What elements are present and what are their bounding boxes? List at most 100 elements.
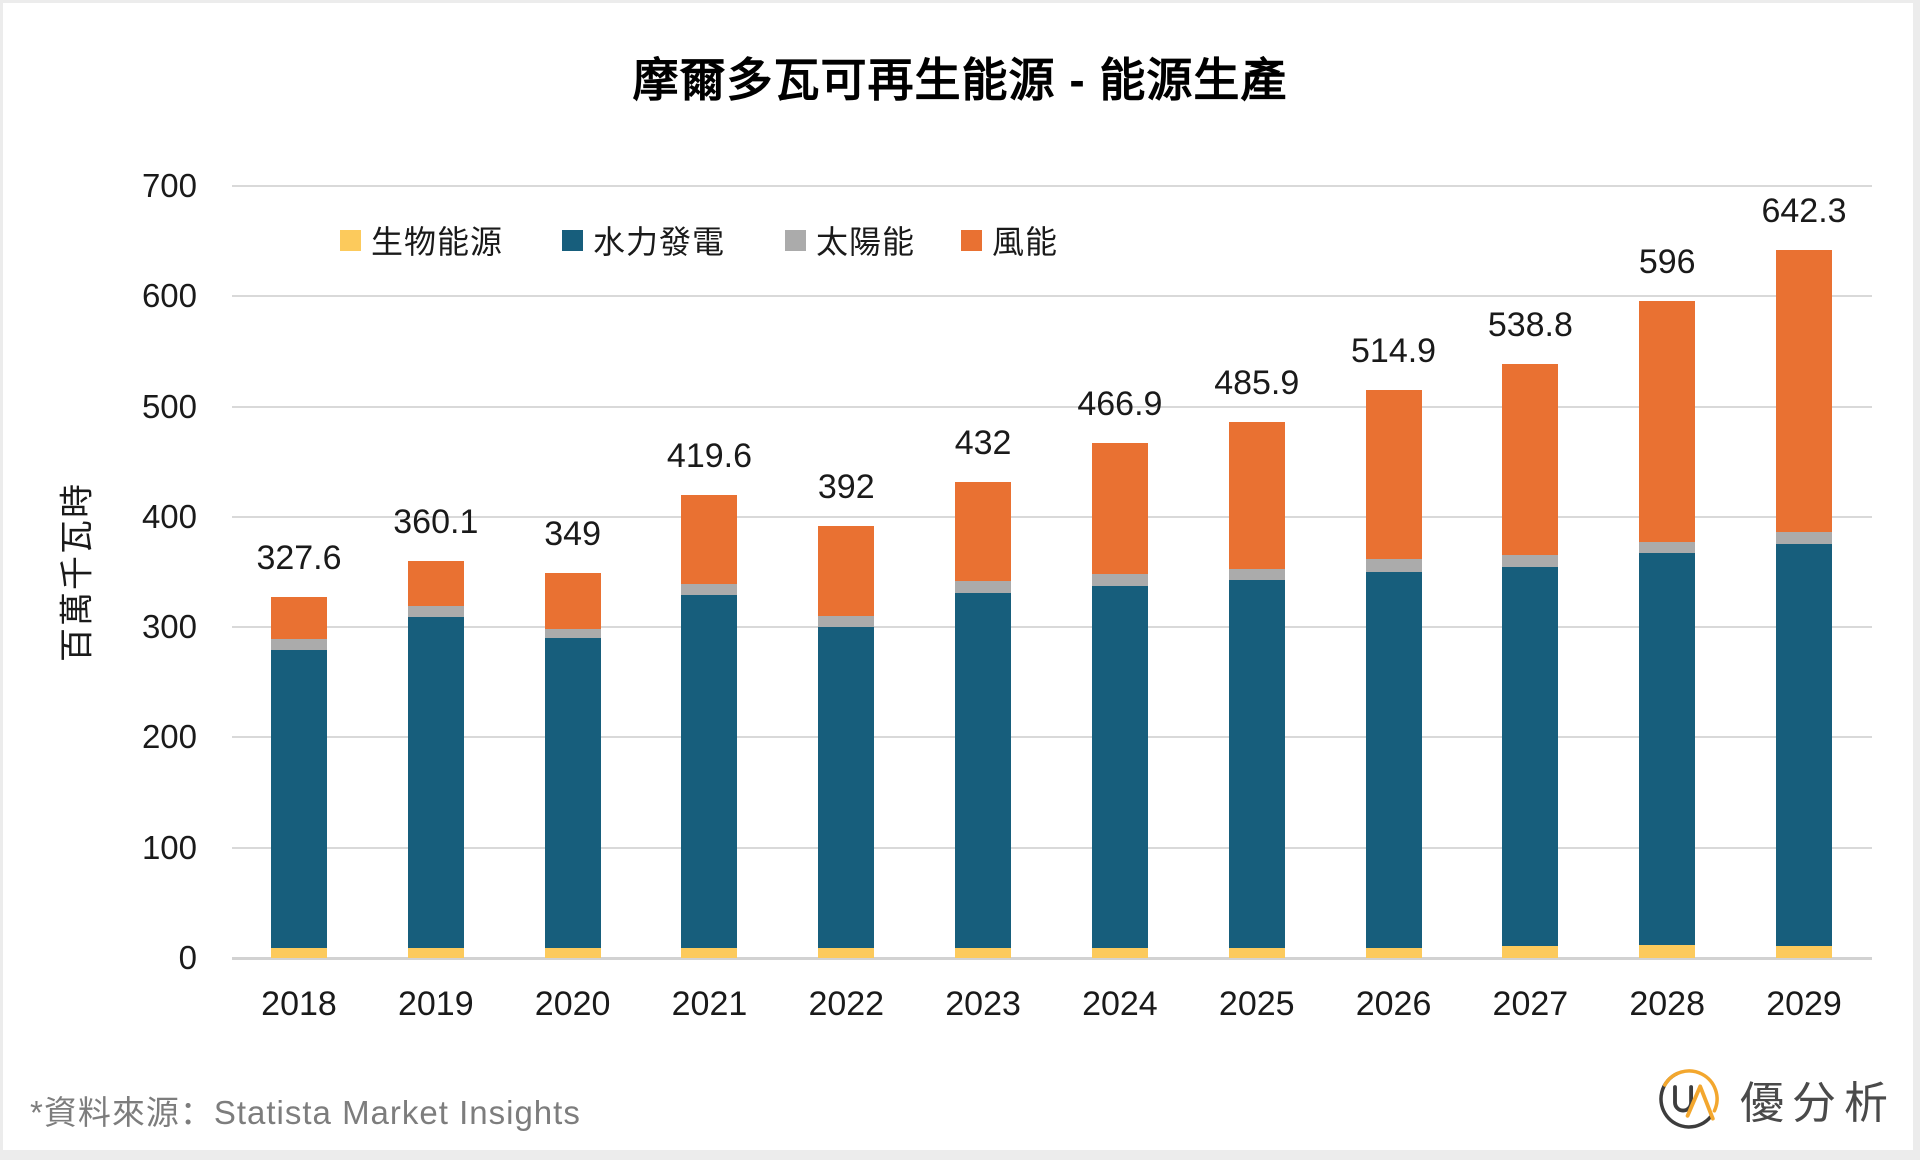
bar-total-label-2027: 538.8 [1487, 305, 1573, 344]
bar-2029-segment-solar [1776, 531, 1833, 544]
legend-item-wind: 風能 [961, 224, 1058, 260]
bar-2019-segment-wind [407, 560, 464, 606]
bar-total-label-2020: 349 [544, 515, 601, 554]
legend-label-solar: 太陽能 [816, 224, 916, 260]
bar-2019-segment-bioenergy [407, 947, 464, 958]
gridline-200 [232, 736, 1872, 739]
bar-2023-segment-solar [955, 581, 1012, 593]
bar-total-label-2028: 596 [1638, 242, 1696, 281]
legend-swatch-solar [785, 229, 806, 251]
x-tick-label-2020: 2020 [534, 985, 611, 1023]
brand-logo-ua-icon [1659, 1069, 1719, 1129]
legend-item-hydro: 水力發電 [562, 224, 725, 260]
y-tick-label-400: 400 [141, 497, 197, 535]
x-tick-label-2023: 2023 [945, 985, 1021, 1023]
chart-title: 摩爾多瓦可再生能源 - 能源生產 [632, 54, 1288, 106]
gridline-0 [232, 957, 1872, 960]
bar-2018-segment-bioenergy [271, 947, 327, 958]
bar-2022-segment-bioenergy [818, 947, 875, 958]
bottom-edge-strip [0, 1150, 1920, 1160]
y-tick-label-300: 300 [141, 608, 197, 646]
bar-2023-segment-wind [955, 481, 1012, 582]
y-tick-label-0: 0 [178, 939, 197, 976]
bar-2023-segment-bioenergy [955, 947, 1012, 958]
legend-label-bioenergy: 生物能源 [371, 224, 504, 260]
bar-2019-segment-solar [407, 605, 464, 617]
x-tick-label-2026: 2026 [1355, 985, 1432, 1023]
bar-2028-segment-wind [1639, 300, 1696, 542]
bar-2021-segment-solar [681, 584, 738, 596]
logo-letter-a [1685, 1084, 1715, 1121]
bar-2024-segment-hydro [1091, 586, 1148, 948]
legend-swatch-wind [961, 229, 982, 251]
gridline-700 [232, 185, 1872, 187]
bar-total-label-2025: 485.9 [1214, 364, 1300, 403]
bar-2024-segment-wind [1091, 443, 1148, 574]
bar-2021-segment-hydro [681, 595, 738, 948]
y-tick-label-600: 600 [141, 277, 197, 315]
gridline-600 [232, 295, 1872, 298]
bar-2018-segment-solar [271, 639, 327, 650]
bar-2020-segment-bioenergy [544, 947, 601, 958]
bar-2021-segment-bioenergy [681, 947, 738, 958]
bar-total-label-2018: 327.6 [256, 538, 342, 577]
bar-2026-segment-solar [1365, 559, 1422, 572]
bar-2028-segment-solar [1639, 541, 1696, 553]
bar-2026-segment-hydro [1365, 571, 1422, 948]
gridline-100 [232, 846, 1872, 849]
y-tick-label-200: 200 [141, 718, 197, 756]
x-tick-label-2022: 2022 [808, 985, 885, 1023]
right-edge-strip [1913, 0, 1920, 1160]
legend-item-bioenergy: 生物能源 [340, 224, 503, 260]
bar-2022-segment-wind [818, 525, 875, 616]
legend-swatch-bioenergy [340, 229, 361, 251]
x-tick-label-2025: 2025 [1218, 985, 1295, 1023]
brand-block: 優分析 [1654, 1064, 1896, 1134]
x-tick-label-2027: 2027 [1492, 985, 1569, 1023]
x-tick-label-2018: 2018 [261, 985, 337, 1023]
y-tick-label-100: 100 [141, 828, 197, 866]
bar-2024-segment-bioenergy [1091, 947, 1148, 958]
gridline-300 [232, 626, 1872, 629]
x-tick-label-2029: 2029 [1766, 985, 1842, 1023]
bar-2026-segment-bioenergy [1365, 947, 1422, 958]
bar-2022-segment-hydro [818, 627, 875, 948]
legend-item-solar: 太陽能 [785, 224, 915, 260]
y-tick-label-500: 500 [141, 387, 197, 425]
bar-total-label-2029: 642.3 [1761, 191, 1847, 230]
source-note: *資料來源：Statista Market Insights [30, 1094, 581, 1131]
bar-2027-segment-solar [1502, 555, 1559, 568]
bar-2026-segment-wind [1365, 390, 1422, 560]
x-tick-label-2021: 2021 [671, 985, 748, 1023]
bar-total-label-2021: 419.6 [666, 437, 752, 476]
bar-2023-segment-hydro [955, 592, 1012, 948]
gridline-500 [232, 405, 1872, 408]
bar-2020-segment-solar [544, 629, 601, 639]
bar-2027-segment-hydro [1502, 567, 1559, 946]
legend-label-wind: 風能 [992, 224, 1059, 260]
bar-total-label-2023: 432 [954, 423, 1012, 462]
bar-total-label-2026: 514.9 [1351, 332, 1437, 371]
bar-2021-segment-wind [681, 495, 738, 585]
bar-2025-segment-solar [1228, 568, 1285, 581]
bar-2029-segment-wind [1776, 249, 1833, 532]
x-tick-label-2028: 2028 [1629, 985, 1705, 1023]
bar-2020-segment-hydro [544, 638, 601, 948]
bar-2018-segment-wind [271, 596, 327, 640]
legend-label-hydro: 水力發電 [593, 224, 726, 260]
bar-2027-segment-bioenergy [1502, 945, 1559, 958]
bar-2025-segment-wind [1228, 422, 1285, 569]
brand-name: 優分析 [1740, 1079, 1896, 1128]
bar-2018-segment-hydro [271, 649, 327, 948]
logo-letter-u [1673, 1085, 1694, 1113]
x-tick-label-2024: 2024 [1082, 985, 1158, 1023]
gridline-400 [232, 515, 1872, 518]
bar-2029-segment-bioenergy [1776, 945, 1833, 958]
bar-total-label-2019: 360.1 [393, 502, 479, 541]
bar-2022-segment-solar [818, 616, 875, 628]
y-tick-label-700: 700 [141, 167, 197, 204]
bar-2025-segment-bioenergy [1228, 947, 1285, 958]
x-tick-label-2019: 2019 [397, 985, 474, 1023]
bar-2024-segment-solar [1091, 573, 1148, 587]
